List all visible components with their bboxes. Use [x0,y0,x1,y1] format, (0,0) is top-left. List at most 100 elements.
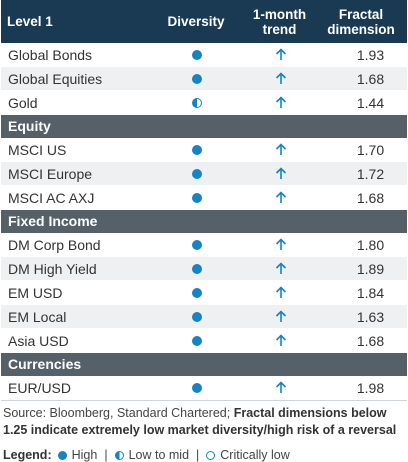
diversity-cell [153,73,241,84]
filled-circle-icon [192,239,202,250]
asset-name: Asia USD [8,332,69,349]
trend-cell [241,334,320,347]
trend-cell [241,96,320,109]
asset-name: EUR/USD [8,379,72,396]
filled-circle-icon [192,382,202,393]
diversity-cell [153,263,241,274]
table-row: EUR/USD 1.98 [1,376,407,400]
fractal-value: 1.72 [356,165,385,182]
half-filled-circle-icon [114,450,124,460]
table-body: Global Bonds 1.93 Global Equities 1.68 Gold 1… [1,43,407,400]
trend-cell [241,143,320,156]
table-row: Global Bonds 1.93 [1,43,407,67]
table-header: Level 1 Diversity 1-month trend Fractal … [1,0,407,43]
fractal-value: 1.93 [356,46,385,63]
diversity-cell [153,239,241,250]
up-arrow-icon [275,310,286,322]
legend-critically-low: Critically low [206,448,290,462]
table-row: MSCI US 1.70 [1,138,407,162]
up-arrow-icon [275,334,286,346]
source-note: Source: Bloomberg, Standard Chartered; F… [3,406,397,437]
legend: Legend: High | Low to mid | Critically l… [0,439,408,462]
fractal-value: 1.68 [356,189,385,206]
filled-circle-icon [192,311,202,322]
trend-cell [241,191,320,204]
table-row: Gold 1.44 [1,91,407,115]
trend-cell [241,286,320,299]
half-filled-circle-icon [192,97,202,108]
fractal-value: 1.70 [356,141,385,158]
asset-name: EM USD [8,284,63,301]
asset-name: MSCI AC AXJ [8,189,95,206]
filled-circle-icon [192,287,202,298]
asset-name: MSCI Europe [8,165,93,182]
diversity-cell [153,311,241,322]
section-header: Currencies [1,353,407,376]
table-row: MSCI Europe 1.72 [1,162,407,186]
header-fractal-dimension: Fractal dimension [327,6,395,37]
up-arrow-icon [275,191,286,203]
diversity-cell [153,144,241,155]
up-arrow-icon [275,143,286,155]
up-arrow-icon [275,96,286,108]
fractal-value: 1.63 [356,308,385,325]
table-row: Asia USD 1.68 [1,329,407,353]
up-arrow-icon [275,381,286,393]
filled-circle-icon [192,192,202,203]
fractal-value: 1.98 [356,379,385,396]
fractal-value: 1.80 [356,236,385,253]
filled-circle-icon [192,73,202,84]
legend-high: High [57,448,97,462]
trend-cell [241,262,320,275]
asset-name: Global Equities [8,70,103,87]
asset-name: EM Local [8,308,67,325]
trend-cell [241,72,320,85]
section-header: Fixed Income [1,210,407,233]
asset-name: Gold [8,94,38,111]
diversity-cell [153,168,241,179]
header-level1: Level 1 [7,14,53,29]
diversity-cell [153,192,241,203]
filled-circle-icon [192,168,202,179]
asset-name: Global Bonds [8,46,93,63]
trend-cell [241,381,320,394]
filled-circle-icon [57,450,67,460]
diversity-cell [153,287,241,298]
filled-circle-icon [192,335,202,346]
diversity-cell [153,97,241,108]
table-row: MSCI AC AXJ 1.68 [1,186,407,210]
up-arrow-icon [275,167,286,179]
fractal-dimension-table: Level 1 Diversity 1-month trend Fractal … [1,0,407,401]
up-arrow-icon [275,48,286,60]
legend-low-to-mid: Low to mid [114,448,189,462]
diversity-cell [153,382,241,393]
trend-cell [241,310,320,323]
up-arrow-icon [275,72,286,84]
fractal-value: 1.68 [356,332,385,349]
trend-cell [241,238,320,251]
filled-circle-icon [192,49,202,60]
header-diversity: Diversity [167,14,225,29]
up-arrow-icon [275,262,286,274]
header-trend: 1-month trend [252,6,307,37]
trend-cell [241,48,320,61]
legend-label: Legend: [3,448,52,462]
up-arrow-icon [275,286,286,298]
fractal-value: 1.89 [356,260,385,277]
asset-name: DM Corp Bond [8,236,101,253]
fractal-value: 1.44 [356,94,385,111]
table-row: Global Equities 1.68 [1,67,407,91]
trend-cell [241,167,320,180]
table-row: DM High Yield 1.89 [1,257,407,281]
legend-separator: | [196,448,200,462]
fractal-value: 1.68 [356,70,385,87]
table-row: EM Local 1.63 [1,305,407,329]
legend-separator: | [104,448,108,462]
filled-circle-icon [192,144,202,155]
asset-name: DM High Yield [8,260,97,277]
filled-circle-icon [192,263,202,274]
table-row: DM Corp Bond 1.80 [1,233,407,257]
table-row: EM USD 1.84 [1,281,407,305]
empty-circle-icon [206,450,216,460]
asset-name: MSCI US [8,141,67,158]
